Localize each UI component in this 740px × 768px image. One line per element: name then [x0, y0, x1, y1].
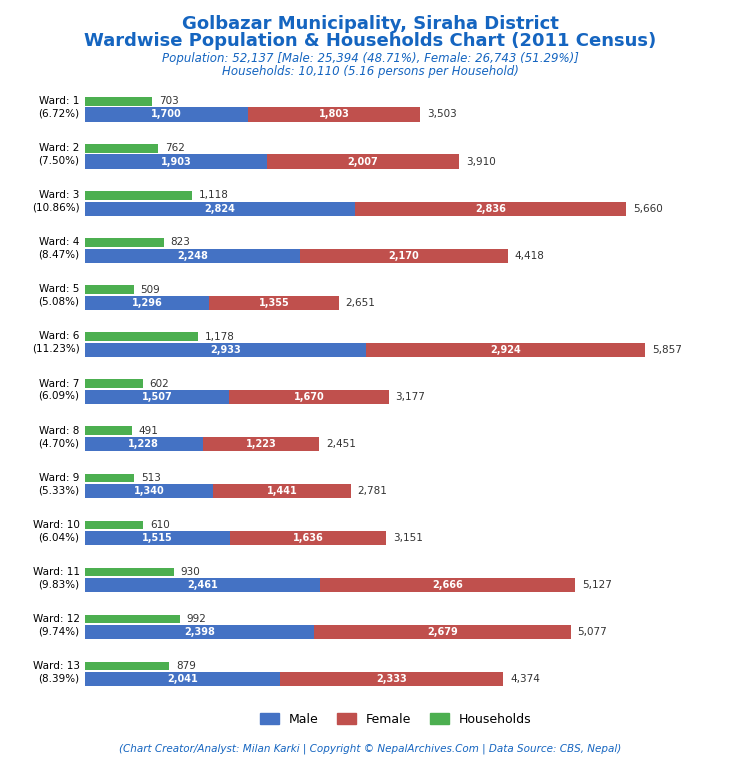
- Text: 602: 602: [149, 379, 169, 389]
- Bar: [85, 390, 229, 404]
- Text: 1,355: 1,355: [258, 298, 289, 308]
- Text: (Chart Creator/Analyst: Milan Karki | Copyright © NepalArchives.Com | Data Sourc: (Chart Creator/Analyst: Milan Karki | Co…: [119, 743, 621, 754]
- Text: 1,903: 1,903: [161, 157, 192, 167]
- Text: 2,248: 2,248: [177, 250, 208, 260]
- Text: Golbazar Municipality, Siraha District: Golbazar Municipality, Siraha District: [181, 15, 559, 33]
- Bar: [85, 614, 180, 623]
- Bar: [85, 426, 132, 435]
- Text: 2,933: 2,933: [210, 345, 240, 355]
- Legend: Male, Female, Households: Male, Female, Households: [255, 708, 536, 731]
- Bar: [85, 662, 169, 670]
- Bar: [85, 333, 198, 341]
- Text: 762: 762: [165, 144, 184, 154]
- Text: 823: 823: [170, 237, 190, 247]
- Text: 2,451: 2,451: [326, 439, 356, 449]
- Bar: [85, 154, 267, 168]
- Text: 2,041: 2,041: [167, 674, 198, 684]
- Text: Population: 52,137 [Male: 25,394 (48.71%), Female: 26,743 (51.29%)]: Population: 52,137 [Male: 25,394 (48.71%…: [161, 52, 579, 65]
- Text: 1,636: 1,636: [293, 533, 323, 543]
- Bar: [85, 531, 230, 545]
- Text: 5,127: 5,127: [582, 580, 612, 590]
- Text: 2,824: 2,824: [205, 204, 235, 214]
- Bar: [85, 672, 280, 687]
- Text: 1,700: 1,700: [151, 110, 182, 120]
- Bar: [85, 343, 366, 357]
- Bar: [85, 437, 203, 451]
- Text: 5,077: 5,077: [577, 627, 607, 637]
- Bar: [248, 108, 420, 121]
- Bar: [229, 390, 389, 404]
- Bar: [85, 625, 314, 639]
- Bar: [85, 249, 300, 263]
- Text: 1,296: 1,296: [132, 298, 163, 308]
- Text: 2,398: 2,398: [184, 627, 215, 637]
- Text: 491: 491: [138, 425, 158, 435]
- Text: 1,340: 1,340: [134, 486, 164, 496]
- Text: 2,679: 2,679: [427, 627, 458, 637]
- Bar: [355, 201, 626, 216]
- Text: 1,515: 1,515: [142, 533, 173, 543]
- Text: 1,223: 1,223: [246, 439, 276, 449]
- Bar: [85, 484, 213, 498]
- Bar: [85, 144, 158, 153]
- Text: 1,441: 1,441: [267, 486, 297, 496]
- Bar: [230, 531, 386, 545]
- Text: 3,503: 3,503: [427, 110, 457, 120]
- Text: 930: 930: [181, 567, 201, 577]
- Text: 1,228: 1,228: [128, 439, 159, 449]
- Bar: [85, 201, 355, 216]
- Text: 1,507: 1,507: [142, 392, 172, 402]
- Text: 5,857: 5,857: [652, 345, 682, 355]
- Text: 610: 610: [150, 520, 170, 530]
- Bar: [203, 437, 320, 451]
- Text: 2,781: 2,781: [357, 486, 388, 496]
- Text: 513: 513: [141, 473, 161, 483]
- Text: 879: 879: [176, 661, 195, 671]
- Text: 2,836: 2,836: [475, 204, 506, 214]
- Text: 703: 703: [159, 96, 179, 106]
- Text: 2,461: 2,461: [187, 580, 218, 590]
- Bar: [85, 238, 164, 247]
- Text: 1,670: 1,670: [294, 392, 324, 402]
- Text: 2,007: 2,007: [348, 157, 378, 167]
- Bar: [85, 191, 192, 200]
- Text: 4,418: 4,418: [514, 250, 544, 260]
- Text: 2,924: 2,924: [490, 345, 521, 355]
- Bar: [85, 568, 174, 576]
- Bar: [85, 97, 152, 105]
- Text: 1,803: 1,803: [318, 110, 349, 120]
- Text: 3,910: 3,910: [465, 157, 496, 167]
- Text: 1,178: 1,178: [204, 332, 235, 342]
- Bar: [213, 484, 351, 498]
- Text: 2,651: 2,651: [346, 298, 375, 308]
- Bar: [85, 578, 320, 592]
- Text: Households: 10,110 (5.16 persons per Household): Households: 10,110 (5.16 persons per Hou…: [221, 65, 519, 78]
- Text: 5,660: 5,660: [633, 204, 663, 214]
- Bar: [85, 296, 209, 310]
- Text: 4,374: 4,374: [510, 674, 540, 684]
- Text: 2,666: 2,666: [433, 580, 463, 590]
- Text: 3,177: 3,177: [396, 392, 426, 402]
- Bar: [320, 578, 576, 592]
- Bar: [85, 379, 143, 388]
- Bar: [314, 625, 571, 639]
- Text: 992: 992: [186, 614, 206, 624]
- Bar: [366, 343, 645, 357]
- Bar: [267, 154, 459, 168]
- Text: Wardwise Population & Households Chart (2011 Census): Wardwise Population & Households Chart (…: [84, 32, 656, 50]
- Bar: [85, 521, 144, 529]
- Bar: [85, 108, 248, 121]
- Bar: [85, 285, 134, 293]
- Text: 1,118: 1,118: [199, 190, 229, 200]
- Text: 2,333: 2,333: [377, 674, 407, 684]
- Bar: [85, 474, 134, 482]
- Text: 509: 509: [141, 284, 161, 294]
- Bar: [280, 672, 503, 687]
- Bar: [300, 249, 508, 263]
- Bar: [209, 296, 339, 310]
- Text: 2,170: 2,170: [388, 250, 420, 260]
- Text: 3,151: 3,151: [393, 533, 423, 543]
